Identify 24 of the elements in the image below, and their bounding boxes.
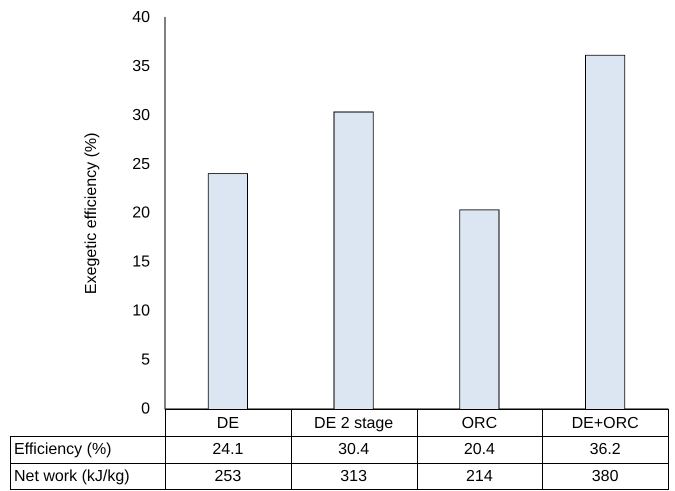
text: 313 xyxy=(340,468,368,485)
y-tick-label: 30 xyxy=(132,106,150,124)
y-axis-title: Exegetic efficiency (%) xyxy=(83,132,100,294)
y-tick-label: 10 xyxy=(132,302,150,320)
y-tick-label: 15 xyxy=(132,254,150,271)
y-tick-label: 20 xyxy=(132,204,150,222)
data-label: 30.4 xyxy=(338,440,370,458)
data-label: 20.4 xyxy=(464,440,496,458)
text: 380 xyxy=(592,468,619,485)
text: Efficiency (%) xyxy=(14,440,112,458)
data-label: 24.1 xyxy=(212,440,244,458)
text: 253 xyxy=(214,468,242,485)
x-tick-label: DE xyxy=(216,415,239,432)
y-tick-label: 5 xyxy=(141,351,150,368)
y-tick-label: 40 xyxy=(132,9,150,26)
x-tick-label: ORC xyxy=(462,415,498,432)
y-tick-label: 0 xyxy=(141,400,150,418)
x-tick-label: DE 2 stage xyxy=(314,415,394,432)
text: 214 xyxy=(466,468,493,485)
y-tick-label: 35 xyxy=(132,58,150,75)
data-label: 36.2 xyxy=(590,440,621,458)
x-tick-label: DE+ORC xyxy=(572,415,639,432)
y-tick-label: 25 xyxy=(132,156,150,173)
text: Net work (kJ/kg) xyxy=(14,468,130,485)
